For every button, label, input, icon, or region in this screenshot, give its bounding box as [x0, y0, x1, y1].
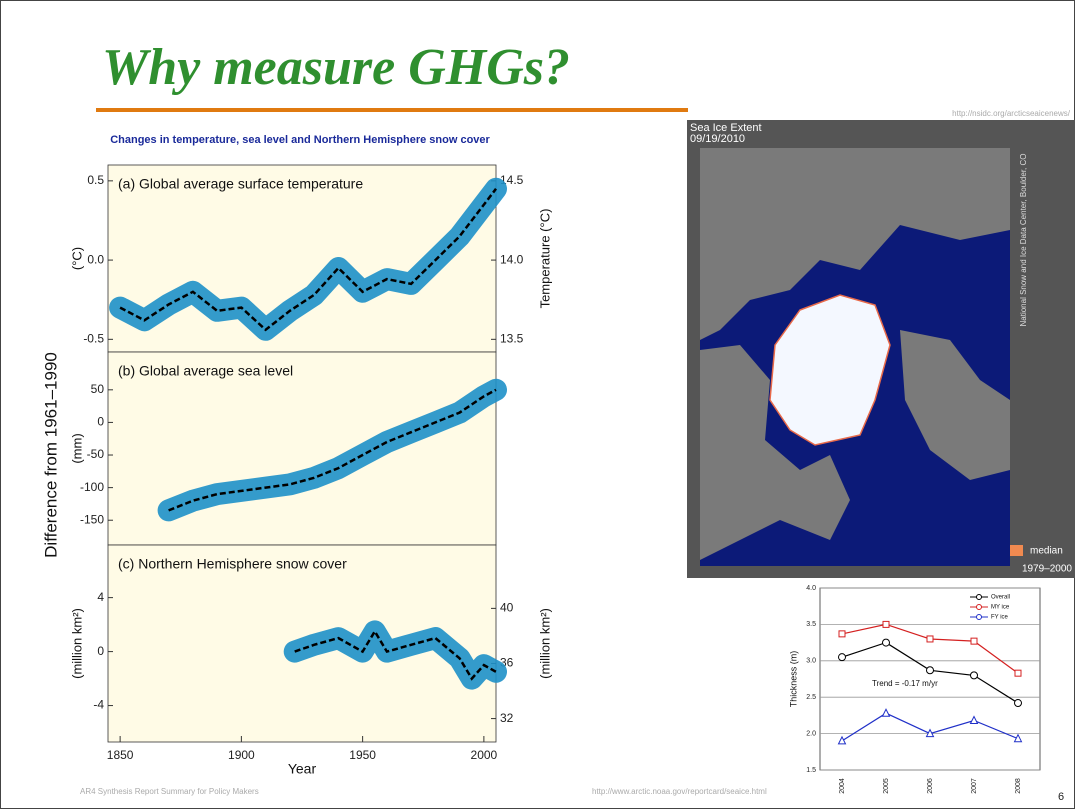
- y-axis-label: (mm): [69, 433, 84, 463]
- y-tick-label: 4: [97, 590, 104, 604]
- y-tick-label: -100: [80, 480, 104, 494]
- marker: [839, 631, 845, 637]
- x-tick-label: 1850: [107, 748, 134, 762]
- y2-tick-label: 32: [500, 711, 514, 725]
- marker: [839, 654, 846, 661]
- y-tick-label: 0.5: [87, 173, 104, 187]
- figure-ylabel: Difference from 1961–1990: [41, 352, 60, 558]
- y-tick-label: 3.5: [806, 621, 816, 628]
- marker: [971, 672, 978, 679]
- x-tick-label: 2007: [971, 778, 978, 794]
- annotation: Trend = -0.17 m/yr: [872, 679, 938, 688]
- map-legend-period: 1979–2000: [1022, 564, 1072, 575]
- y-tick-label: 0: [97, 644, 104, 658]
- y-tick-label: -50: [87, 447, 105, 461]
- x-tick-label: 2005: [883, 778, 890, 794]
- y-tick-label: 0: [97, 415, 104, 429]
- y-tick-label: -150: [80, 512, 104, 526]
- marker: [927, 667, 934, 674]
- panel-title: (a) Global average surface temperature: [118, 176, 363, 192]
- panel-title: (b) Global average sea level: [118, 363, 293, 379]
- legend-marker: [977, 595, 982, 600]
- y-tick-label: 2.5: [806, 694, 816, 701]
- y2-axis-label: Temperature (°C): [537, 209, 552, 309]
- map-date: 09/19/2010: [690, 133, 745, 145]
- marker: [971, 638, 977, 644]
- y-tick-label: 3.0: [806, 658, 816, 665]
- y-tick-label: -4: [93, 698, 104, 712]
- x-axis-label: Year: [288, 761, 317, 777]
- median-swatch: [1010, 545, 1023, 556]
- marker: [883, 639, 890, 646]
- page-number: 6: [1058, 791, 1064, 803]
- legend-label: Overall: [991, 595, 1010, 601]
- y-tick-label: 4.0: [806, 585, 816, 592]
- x-tick-label: 2008: [1015, 778, 1022, 794]
- marker: [1015, 700, 1022, 707]
- y-tick-label: 1.5: [806, 767, 816, 774]
- map-source: http://nsidc.org/arcticseaicenews/: [952, 109, 1071, 118]
- y-tick-label: 50: [91, 382, 105, 396]
- x-tick-label: 2004: [839, 778, 846, 794]
- panel-title: (c) Northern Hemisphere snow cover: [118, 556, 347, 572]
- marker: [927, 636, 933, 642]
- x-tick-label: 2006: [927, 778, 934, 794]
- y-axis-label: (°C): [69, 247, 84, 270]
- x-tick-label: 2000: [471, 748, 498, 762]
- y-tick-label: 0.0: [87, 252, 104, 266]
- marker: [883, 621, 889, 627]
- y-axis-label: Thickness (m): [788, 651, 798, 708]
- y-tick-label: 2.0: [806, 730, 816, 737]
- footer-source: http://www.arctic.noaa.gov/reportcard/se…: [592, 787, 767, 796]
- figure-title: Changes in temperature, sea level and No…: [110, 134, 490, 146]
- title-underline: [96, 108, 688, 112]
- map-legend-label: median: [1030, 546, 1063, 557]
- x-tick-label: 1950: [349, 748, 376, 762]
- x-tick-label: 1900: [228, 748, 255, 762]
- y-tick-label: -0.5: [83, 331, 104, 345]
- y2-tick-label: 14.0: [500, 252, 524, 266]
- y-axis-label: (million km²): [69, 608, 84, 679]
- marker: [1015, 670, 1021, 676]
- legend-label: FY ice: [991, 615, 1009, 621]
- slide: Why measure GHGs? Changes in temperature…: [0, 0, 1075, 809]
- y2-tick-label: 40: [500, 601, 514, 615]
- y2-tick-label: 13.5: [500, 331, 524, 345]
- legend-marker: [977, 605, 982, 610]
- y2-axis-label: (million km²): [537, 608, 552, 679]
- legend-label: MY ice: [991, 605, 1010, 611]
- map-credit: National Snow and Ice Data Center, Bould…: [1019, 154, 1028, 327]
- slide-title: Why measure GHGs?: [102, 39, 570, 96]
- footer-source: AR4 Synthesis Report Summary for Policy …: [80, 787, 259, 796]
- legend-marker: [977, 615, 982, 620]
